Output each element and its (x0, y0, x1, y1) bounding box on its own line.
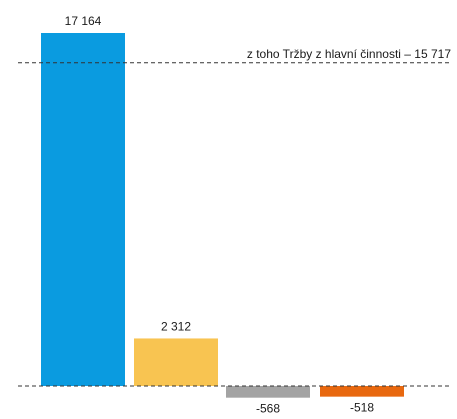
labels-group: 17 164 2 312 -568 -518 (65, 14, 375, 416)
bar-value-label-4: -518 (350, 401, 374, 415)
bar-2 (134, 338, 218, 386)
reference-line-label: z toho Tržby z hlavní činnosti – 15 717 (247, 47, 451, 61)
bars-group (41, 33, 404, 398)
bar-4 (320, 386, 404, 397)
bar-3 (226, 386, 310, 398)
bar-1 (41, 33, 125, 386)
bar-value-label-2: 2 312 (161, 319, 191, 333)
bar-value-label-1: 17 164 (65, 14, 102, 28)
bar-value-label-3: -568 (256, 402, 280, 416)
